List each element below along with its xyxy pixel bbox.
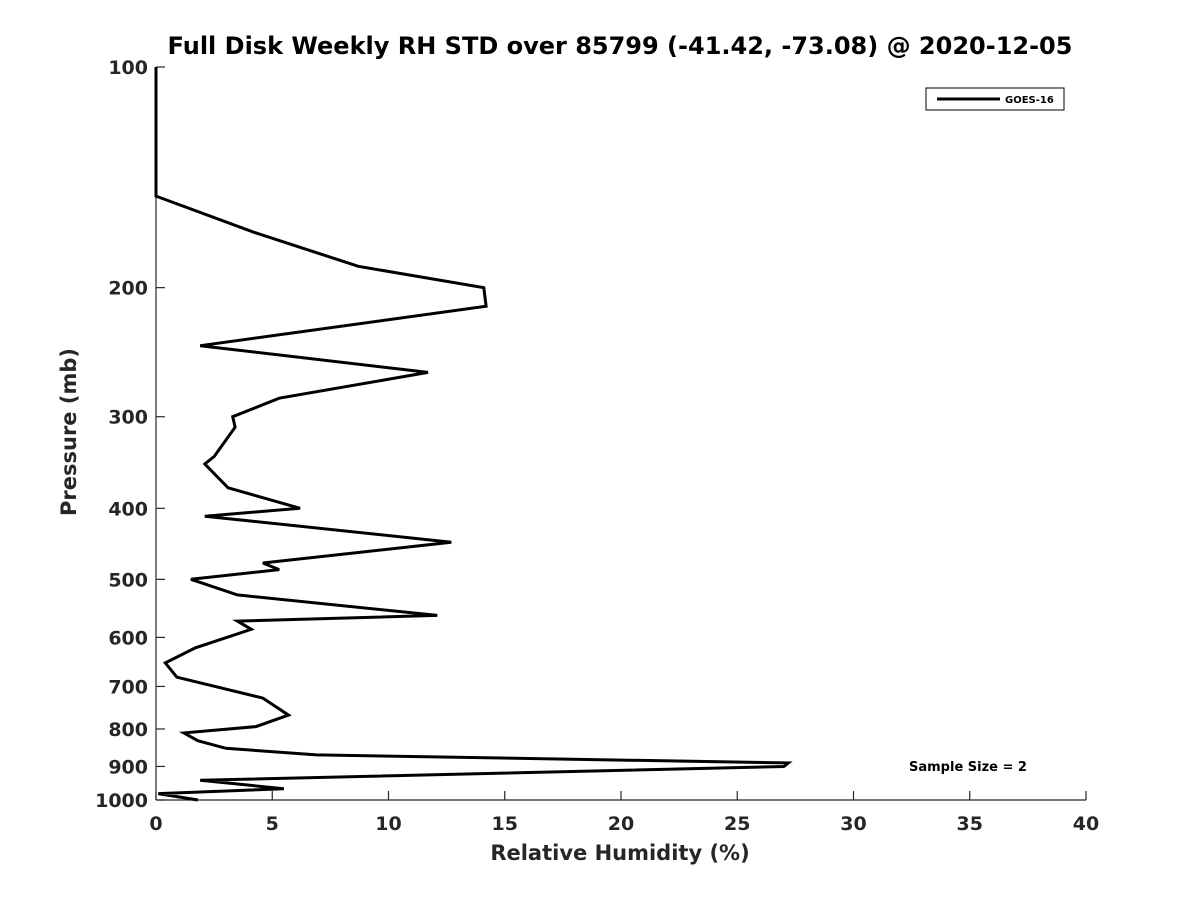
y-tick-label: 800: [108, 719, 148, 741]
x-tick-label: 20: [608, 813, 634, 835]
x-tick-label: 5: [266, 813, 279, 835]
x-tick-label: 25: [724, 813, 750, 835]
x-tick-label: 15: [492, 813, 518, 835]
y-tick-label: 300: [108, 407, 148, 429]
x-tick-label: 35: [957, 813, 983, 835]
y-tick-label: 1000: [95, 790, 148, 812]
y-tick-label: 900: [108, 756, 148, 778]
y-ticks: 100 200 300 400 500 600 700 800 900 1000: [95, 57, 165, 812]
plot-area: [154, 67, 793, 802]
chart-title: Full Disk Weekly RH STD over 85799 (-41.…: [168, 32, 1073, 60]
series-line-goes16: [154, 67, 793, 802]
x-tick-label: 10: [375, 813, 401, 835]
y-tick-label: 100: [108, 57, 148, 79]
y-tick-label: 500: [108, 569, 148, 591]
x-tick-label: 40: [1073, 813, 1099, 835]
y-tick-label: 200: [108, 278, 148, 300]
axes: [155, 67, 1086, 801]
x-tick-label: 30: [840, 813, 866, 835]
y-tick-label: 400: [108, 498, 148, 520]
y-tick-label: 600: [108, 627, 148, 649]
legend: GOES-16: [925, 87, 1065, 111]
x-axis-label: Relative Humidity (%): [490, 841, 749, 865]
y-tick-label: 700: [108, 676, 148, 698]
y-axis-label: Pressure (mb): [57, 348, 81, 516]
x-tick-label: 0: [149, 813, 162, 835]
x-ticks: 0 5 10 15 20 25 30 35 40: [149, 791, 1099, 835]
sample-size-annotation: Sample Size = 2: [909, 760, 1027, 775]
legend-entry-goes16: GOES-16: [1005, 95, 1054, 106]
